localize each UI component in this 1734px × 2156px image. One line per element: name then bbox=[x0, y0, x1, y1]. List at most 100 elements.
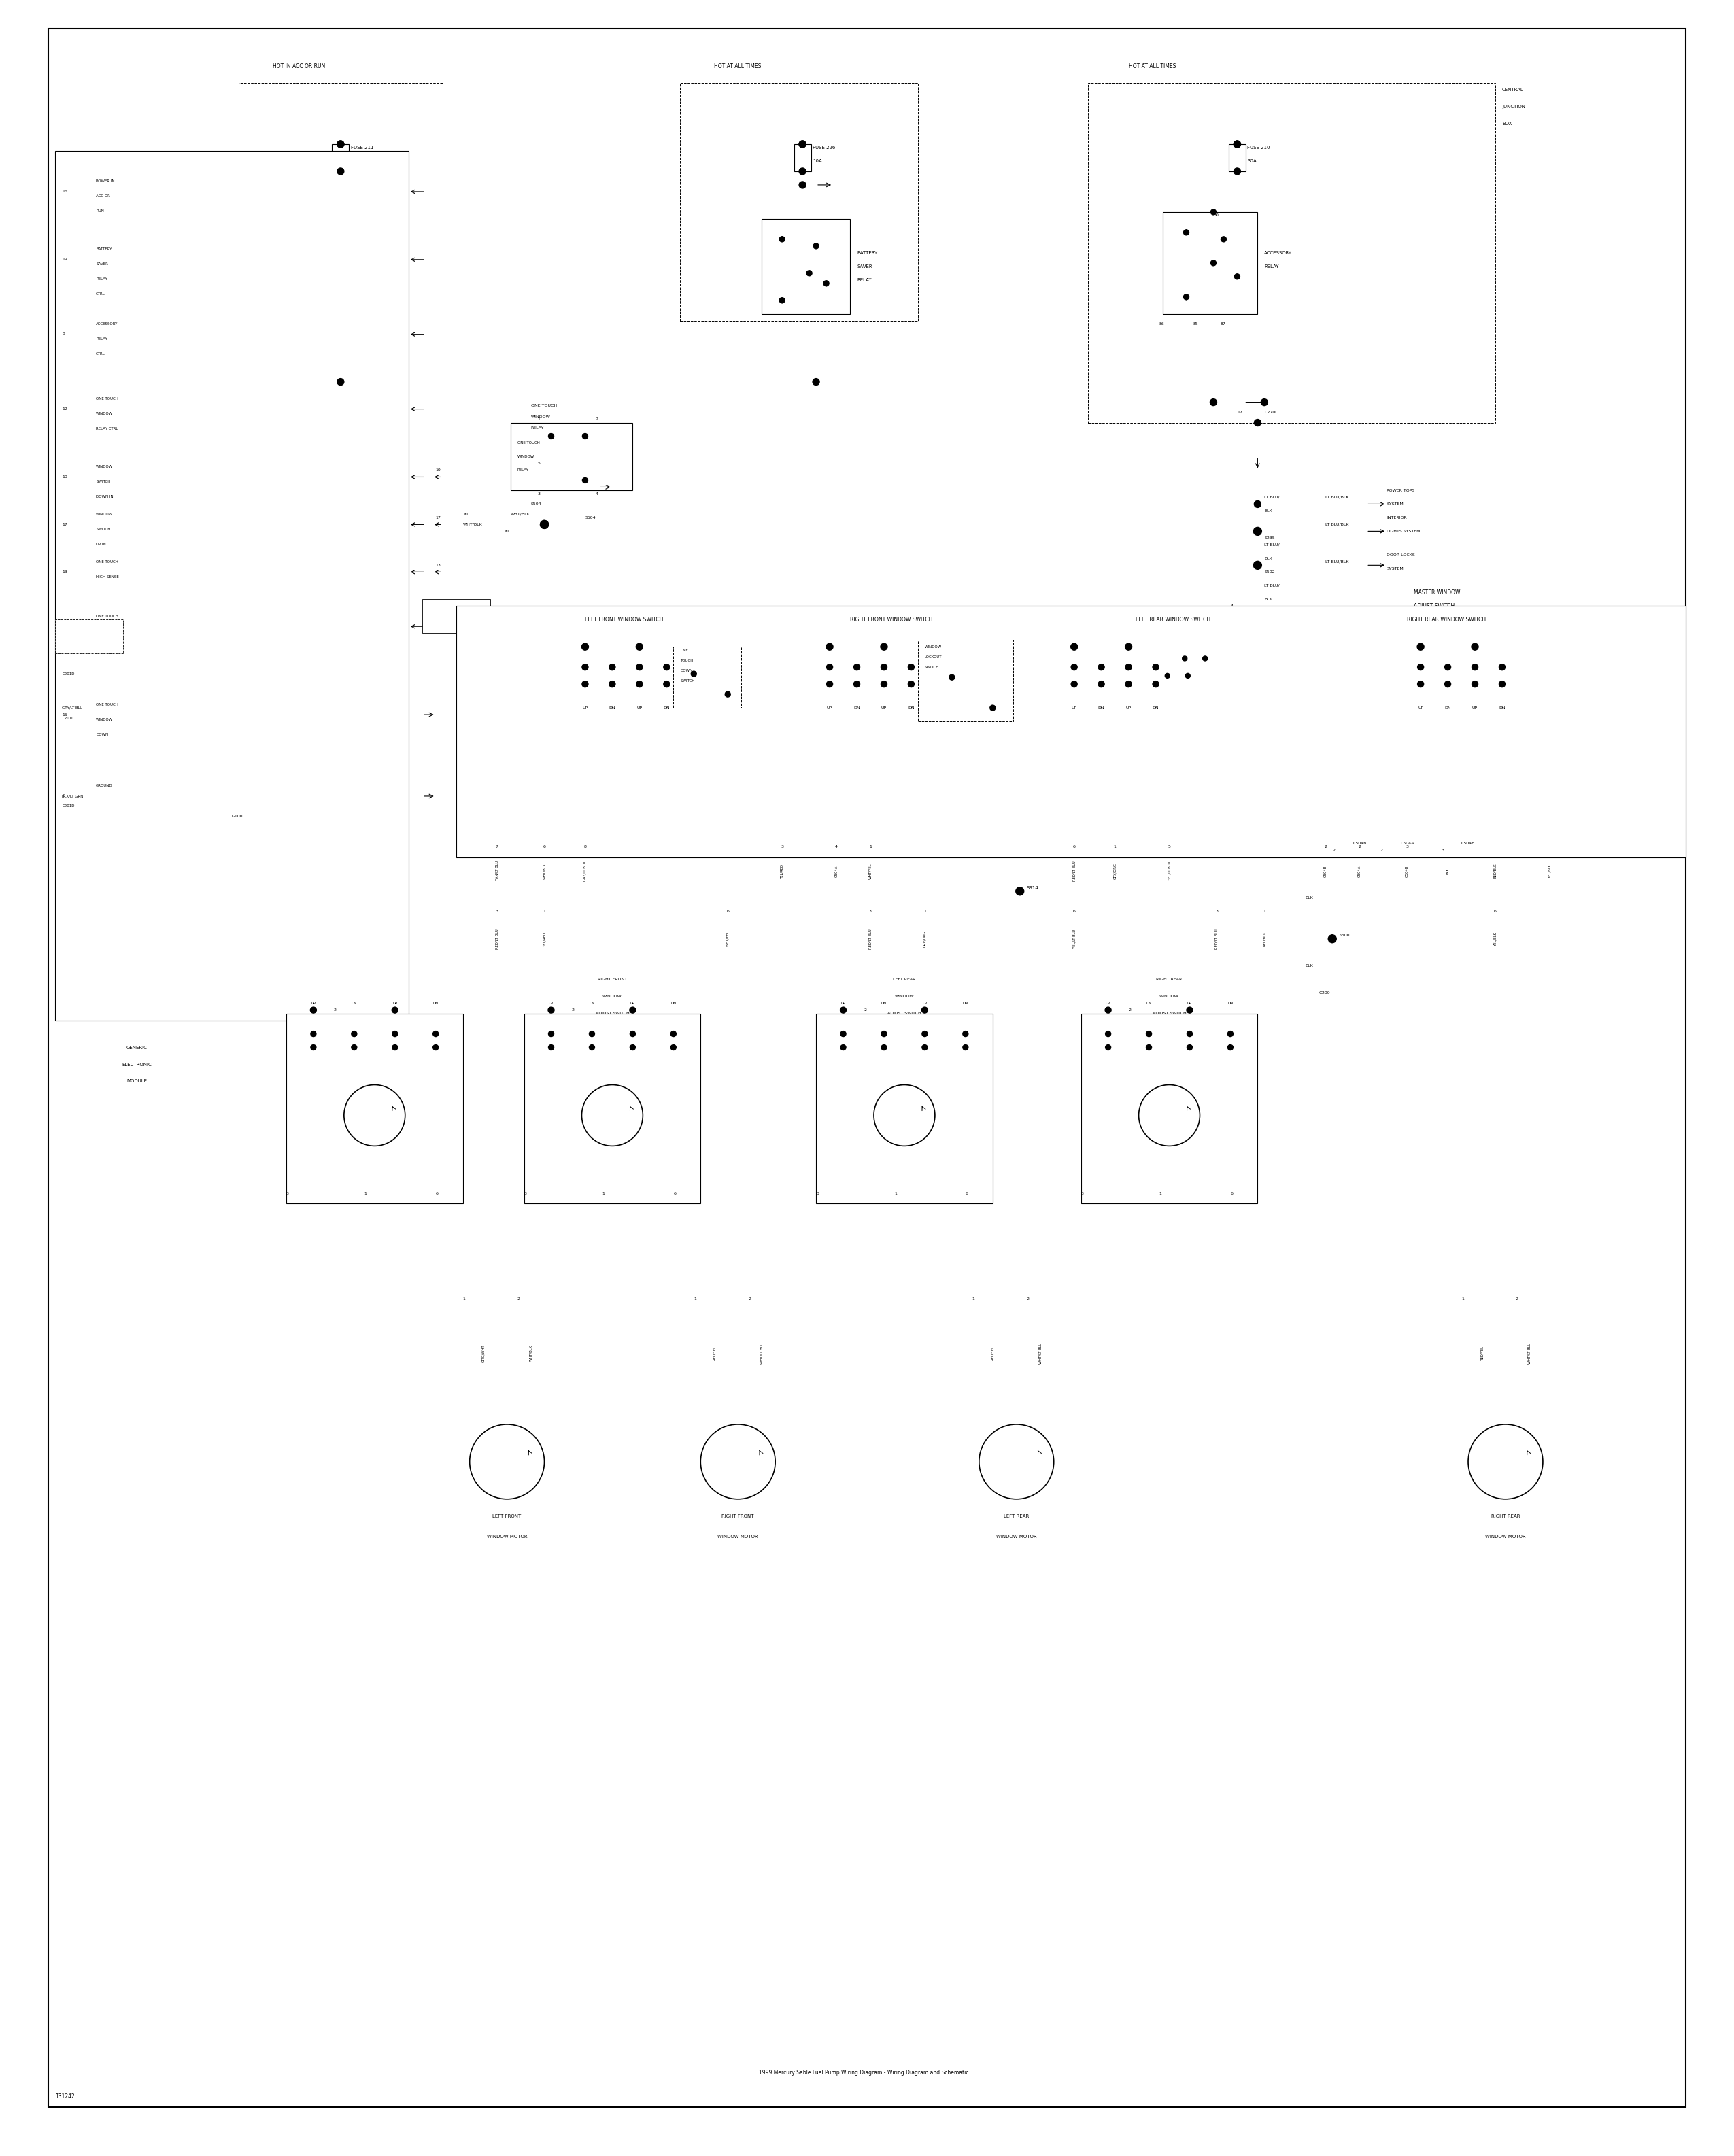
Circle shape bbox=[824, 280, 829, 287]
Circle shape bbox=[1183, 655, 1188, 662]
Circle shape bbox=[1235, 140, 1240, 147]
Text: 6: 6 bbox=[1073, 910, 1075, 914]
Text: 2: 2 bbox=[747, 1298, 751, 1300]
Circle shape bbox=[1228, 1031, 1233, 1037]
Text: SYSTEM: SYSTEM bbox=[1387, 567, 1403, 571]
Circle shape bbox=[1472, 681, 1477, 688]
Bar bbox=[286, 1013, 463, 1203]
Circle shape bbox=[1417, 681, 1424, 688]
Text: 3: 3 bbox=[524, 1192, 527, 1194]
Text: 1: 1 bbox=[1462, 1298, 1463, 1300]
Text: WINDOW MOTOR: WINDOW MOTOR bbox=[995, 1535, 1037, 1539]
Text: C201D: C201D bbox=[62, 625, 75, 627]
Text: S504: S504 bbox=[584, 515, 596, 520]
Circle shape bbox=[1186, 673, 1190, 679]
Text: TAN/LT BLU: TAN/LT BLU bbox=[496, 860, 498, 882]
Text: BATTERY: BATTERY bbox=[95, 248, 113, 250]
Text: UP: UP bbox=[827, 707, 832, 709]
Text: ACCESSORY: ACCESSORY bbox=[1264, 250, 1292, 254]
Text: S504: S504 bbox=[531, 502, 541, 507]
Circle shape bbox=[1098, 681, 1105, 688]
Text: 6: 6 bbox=[1495, 910, 1496, 914]
Circle shape bbox=[583, 664, 588, 671]
Text: SAVER: SAVER bbox=[857, 265, 872, 270]
Text: ONE TOUCH: ONE TOUCH bbox=[95, 703, 118, 707]
Text: RELAY: RELAY bbox=[95, 278, 108, 280]
Circle shape bbox=[1472, 664, 1477, 671]
Text: WHT/LT BLU: WHT/LT BLU bbox=[759, 1343, 763, 1365]
Text: UP: UP bbox=[922, 1003, 928, 1005]
Text: GRV/ORG: GRV/ORG bbox=[922, 931, 926, 946]
Text: RED/LT BLU: RED/LT BLU bbox=[496, 929, 498, 949]
Circle shape bbox=[636, 681, 643, 688]
Circle shape bbox=[434, 1031, 439, 1037]
Circle shape bbox=[392, 1046, 397, 1050]
Text: 10A: 10A bbox=[813, 160, 822, 164]
Text: RED/YEL: RED/YEL bbox=[1481, 1345, 1483, 1360]
Text: LIGHTS SYSTEM: LIGHTS SYSTEM bbox=[1387, 530, 1420, 533]
Text: RED/LT BLU: RED/LT BLU bbox=[869, 929, 872, 949]
Circle shape bbox=[664, 681, 669, 688]
Circle shape bbox=[813, 244, 818, 248]
Circle shape bbox=[671, 1031, 676, 1037]
Text: LOW SENSE: LOW SENSE bbox=[95, 630, 118, 634]
Circle shape bbox=[541, 520, 548, 528]
Circle shape bbox=[827, 664, 832, 671]
Text: WHT/YEL: WHT/YEL bbox=[869, 862, 872, 880]
Text: DN: DN bbox=[1228, 1003, 1233, 1005]
Text: WHT/LT BLU: WHT/LT BLU bbox=[1039, 1343, 1042, 1365]
Circle shape bbox=[1254, 500, 1261, 507]
Circle shape bbox=[609, 664, 616, 671]
Text: 3: 3 bbox=[538, 492, 541, 496]
Text: SYSTEM: SYSTEM bbox=[1387, 502, 1403, 507]
Circle shape bbox=[881, 1046, 886, 1050]
Circle shape bbox=[1072, 681, 1077, 688]
Text: RELAY: RELAY bbox=[95, 336, 108, 341]
Circle shape bbox=[841, 1007, 846, 1013]
Text: TOUCH: TOUCH bbox=[680, 658, 694, 662]
Circle shape bbox=[671, 1046, 676, 1050]
Text: YEL/BLK: YEL/BLK bbox=[1493, 931, 1496, 946]
Text: S502: S502 bbox=[1264, 571, 1274, 573]
Text: WINDOW: WINDOW bbox=[602, 994, 623, 998]
Circle shape bbox=[1072, 664, 1077, 671]
Text: FUSE 226: FUSE 226 bbox=[813, 144, 836, 149]
Text: 131242: 131242 bbox=[55, 2093, 75, 2100]
Text: WINDOW: WINDOW bbox=[1160, 994, 1179, 998]
Circle shape bbox=[692, 671, 697, 677]
Text: BOX: BOX bbox=[1502, 121, 1512, 125]
Text: MODULE: MODULE bbox=[127, 1080, 147, 1084]
Text: 2: 2 bbox=[1516, 1298, 1519, 1300]
Text: 16: 16 bbox=[62, 190, 68, 194]
Text: C504B: C504B bbox=[1323, 865, 1327, 877]
Bar bbox=[794, 144, 812, 170]
Text: 3: 3 bbox=[1406, 845, 1408, 849]
Text: G200: G200 bbox=[1320, 992, 1330, 994]
Text: 6: 6 bbox=[1073, 845, 1075, 849]
Text: UP: UP bbox=[1072, 707, 1077, 709]
Text: ONE: ONE bbox=[680, 649, 688, 651]
Text: WHT/BLK: WHT/BLK bbox=[463, 522, 482, 526]
Text: 5: 5 bbox=[924, 1009, 928, 1011]
Bar bbox=[333, 144, 349, 170]
Circle shape bbox=[1165, 673, 1170, 679]
Text: GRY/ORG: GRY/ORG bbox=[1113, 862, 1117, 880]
Circle shape bbox=[1228, 1046, 1233, 1050]
Circle shape bbox=[813, 379, 820, 386]
Circle shape bbox=[1235, 140, 1240, 147]
Text: LT BLU/: LT BLU/ bbox=[1264, 584, 1280, 586]
Text: 3: 3 bbox=[1080, 1192, 1084, 1194]
Text: UP: UP bbox=[1472, 707, 1477, 709]
Text: CENTRAL: CENTRAL bbox=[1502, 88, 1524, 93]
Text: 1: 1 bbox=[602, 1192, 605, 1194]
Text: SWITCH: SWITCH bbox=[680, 679, 695, 683]
Text: BLK: BLK bbox=[1264, 597, 1273, 602]
Circle shape bbox=[609, 681, 616, 688]
Text: WINDOW: WINDOW bbox=[95, 466, 113, 468]
Text: 2: 2 bbox=[1358, 845, 1361, 849]
Text: 1: 1 bbox=[924, 910, 926, 914]
Text: 6: 6 bbox=[456, 614, 458, 619]
Circle shape bbox=[629, 1046, 635, 1050]
Circle shape bbox=[922, 1007, 928, 1013]
Text: BLK: BLK bbox=[541, 675, 548, 679]
